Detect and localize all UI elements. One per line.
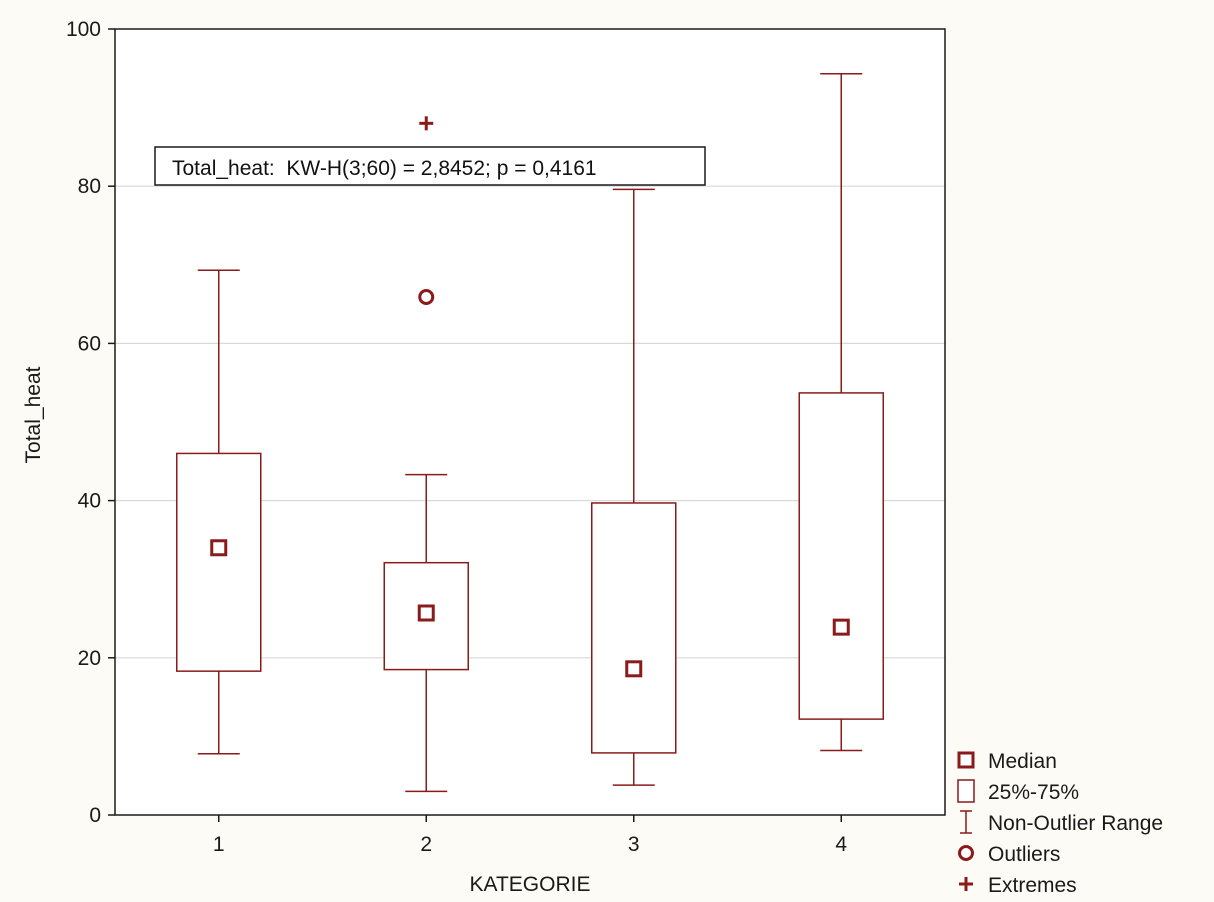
x-axis-title: KATEGORIE: [470, 873, 591, 896]
plot-frame: [114, 28, 946, 816]
box-group: [176, 269, 262, 755]
legend-item: 25%-75%: [957, 779, 1079, 804]
legend-item: Median: [957, 750, 1057, 773]
y-tick-label: 40: [78, 490, 101, 513]
box-group: [591, 188, 677, 786]
legend-item: Outliers: [958, 843, 1060, 866]
x-tick-label: 3: [628, 833, 640, 856]
y-tick-label: 0: [89, 804, 101, 827]
median-marker: [625, 660, 643, 678]
y-tick-label: 80: [78, 175, 101, 198]
legend-item: Non-Outlier Range: [960, 810, 1163, 835]
iqr-box: [798, 392, 884, 720]
y-axis-title: Total_heat: [22, 366, 45, 463]
x-axis: 1 2 3 4: [213, 815, 847, 856]
y-tick-label: 20: [78, 647, 101, 670]
x-tick-label: 4: [835, 833, 847, 856]
y-tick-label: 100: [66, 18, 101, 41]
y-axis: 0 20 40 60 80 100: [66, 18, 115, 827]
extreme-point: [419, 116, 434, 131]
box-group: [798, 73, 884, 752]
legend-label: Outliers: [988, 843, 1060, 866]
outlier-point: [418, 289, 435, 306]
legend-label: 25%-75%: [988, 781, 1079, 804]
legend-item: Extremes: [959, 874, 1077, 897]
legend-label: Non-Outlier Range: [988, 812, 1163, 835]
legend-label: Extremes: [988, 874, 1077, 897]
median-marker: [832, 618, 850, 636]
stat-annotation-text: Total_heat: KW-H(3;60) = 2,8452; p = 0,4…: [172, 157, 597, 180]
median-marker: [417, 604, 435, 622]
legend-box-symbol: [957, 779, 975, 803]
x-tick-label: 2: [420, 833, 432, 856]
legend-median-symbol: [957, 751, 975, 769]
legend: Median 25%-75% Non-Outlier Range Outliers Ex…: [957, 750, 1163, 897]
legend-outlier-symbol: [958, 845, 974, 861]
box-group: [383, 116, 469, 793]
box-layer: [176, 73, 884, 793]
legend-label: Median: [988, 750, 1057, 773]
stat-annotation-box: [154, 146, 706, 186]
iqr-box: [176, 452, 262, 672]
stat-annotation: Total_heat: KW-H(3;60) = 2,8452; p = 0,4…: [154, 146, 706, 186]
iqr-box: [591, 502, 677, 754]
y-tick-label: 60: [78, 332, 101, 355]
median-marker: [210, 539, 228, 557]
x-tick-label: 1: [213, 833, 225, 856]
